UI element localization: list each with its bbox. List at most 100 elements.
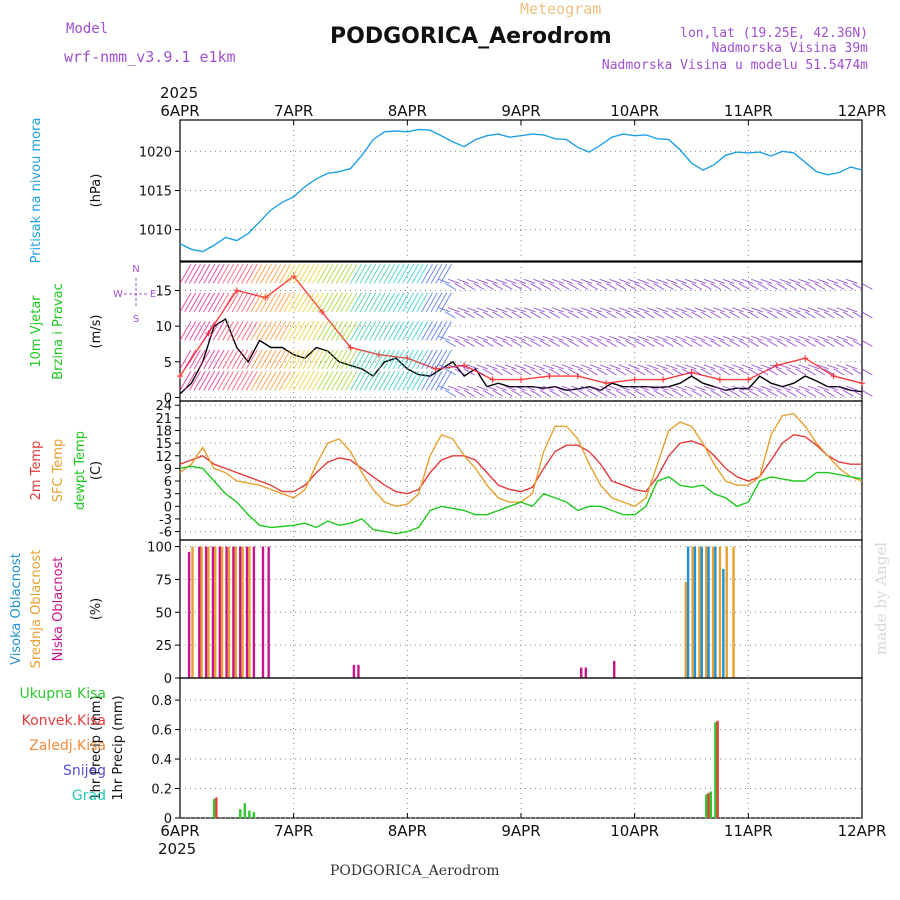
wind-arrow <box>283 371 296 391</box>
wind-arrow <box>179 264 192 284</box>
wind-arrow <box>580 385 593 391</box>
y-tick-label: 15 <box>155 285 172 300</box>
wind-arrow <box>457 335 470 341</box>
wind-arrow <box>321 292 334 313</box>
wind-arrow <box>672 339 684 347</box>
wind-arrow <box>561 278 574 284</box>
wind-arrow <box>741 307 754 313</box>
wind-arrow <box>312 371 325 391</box>
wind-arrow <box>568 339 580 347</box>
y-tick-label: 0 <box>164 672 172 687</box>
wind-arrow <box>779 278 792 284</box>
wind-arrow <box>694 385 706 391</box>
y-tick-label: -3 <box>159 513 172 528</box>
wind-arrow <box>307 321 320 341</box>
wind-arrow <box>212 292 225 313</box>
wind-arrow <box>316 292 329 313</box>
bar-cloud_low <box>232 546 235 678</box>
bar-cloud_high <box>693 546 697 678</box>
wind-arrow <box>542 307 555 313</box>
wind-arrow <box>260 292 272 313</box>
bar-cloud_low <box>211 546 215 678</box>
wind-arrow <box>354 371 367 391</box>
wind-arrow <box>558 282 570 290</box>
wind-arrow <box>179 292 192 313</box>
wind-arrow <box>618 335 631 341</box>
wind-arrow <box>549 368 561 376</box>
y-tick-label: 5 <box>164 356 172 371</box>
wind-arrow <box>533 335 545 341</box>
wind-arrow <box>738 389 750 397</box>
wind-arrow <box>444 282 456 290</box>
wind-arrow <box>293 349 306 370</box>
wind-arrow <box>383 264 396 284</box>
wind-arrow <box>691 389 703 397</box>
wind-arrow <box>624 311 636 319</box>
wind-arrow <box>729 389 741 397</box>
y-tick-label: 10 <box>155 320 172 335</box>
wind-arrow <box>373 371 386 391</box>
wind-arrow <box>482 339 494 347</box>
wind-arrow <box>454 282 466 290</box>
wind-arrow <box>748 311 759 319</box>
wind-arrow <box>217 349 230 370</box>
wind-arrow <box>416 264 429 284</box>
wind-arrow <box>269 264 282 284</box>
wind-arrow <box>189 321 201 341</box>
wind-arrow <box>203 264 216 284</box>
wind-arrow <box>861 389 873 397</box>
wind-arrow <box>435 264 448 284</box>
wind-arrow <box>539 389 551 397</box>
bar-cloud_mid <box>220 546 224 678</box>
wind-arrow <box>345 321 358 341</box>
wind-arrow <box>681 339 693 347</box>
wind-arrow <box>193 321 206 341</box>
wind-arrow <box>189 371 201 391</box>
wind-arrow <box>340 264 353 284</box>
wind-arrow <box>269 371 282 391</box>
wind-arrow <box>700 368 712 376</box>
wind-arrow <box>804 368 816 376</box>
wind-arrow <box>599 335 612 341</box>
series-line-pressure <box>179 128 863 253</box>
wind-arrow <box>435 292 448 313</box>
side-label: Pritisak na nivou mora <box>29 118 44 264</box>
wind-arrow <box>326 321 339 341</box>
wind-arrow <box>392 371 405 391</box>
x-tick-label: 10APR <box>610 822 659 840</box>
wind-arrow <box>435 321 448 341</box>
wind-arrow <box>241 371 254 391</box>
wind-arrow <box>392 321 405 341</box>
wind-arrow <box>634 339 646 347</box>
bar-cloud_high <box>714 546 717 678</box>
wind-arrow <box>269 321 282 341</box>
wind-arrow <box>833 368 845 376</box>
wind-arrow <box>444 368 456 376</box>
side-label: 10m Vjetar <box>29 295 44 368</box>
wind-arrow <box>605 389 617 397</box>
wind-arrow <box>212 321 225 341</box>
wind-arrow <box>845 307 858 313</box>
wind-arrow <box>514 364 526 370</box>
wind-arrow <box>457 385 470 391</box>
wind-arrow <box>577 368 589 376</box>
panel-pressure <box>175 119 863 262</box>
wind-arrow <box>662 311 674 319</box>
y-tick-label: 0 <box>164 500 172 515</box>
wind-arrow <box>511 368 523 376</box>
wind-arrow <box>482 311 494 319</box>
wind-arrow <box>269 349 282 370</box>
wind-arrow <box>495 278 507 284</box>
wind-arrow <box>833 389 845 397</box>
wind-arrow <box>416 371 429 391</box>
wind-arrow <box>703 335 716 341</box>
wind-arrow <box>732 335 744 341</box>
y-tick-label: 1015 <box>139 185 172 200</box>
wind-arrow <box>312 292 325 313</box>
wind-arrow <box>241 321 254 341</box>
wind-arrow <box>504 335 517 341</box>
wind-arrow <box>226 371 239 391</box>
side-label: Niska Oblacnost <box>51 557 66 662</box>
wind-arrow <box>312 264 325 284</box>
wind-arrow <box>861 282 873 290</box>
